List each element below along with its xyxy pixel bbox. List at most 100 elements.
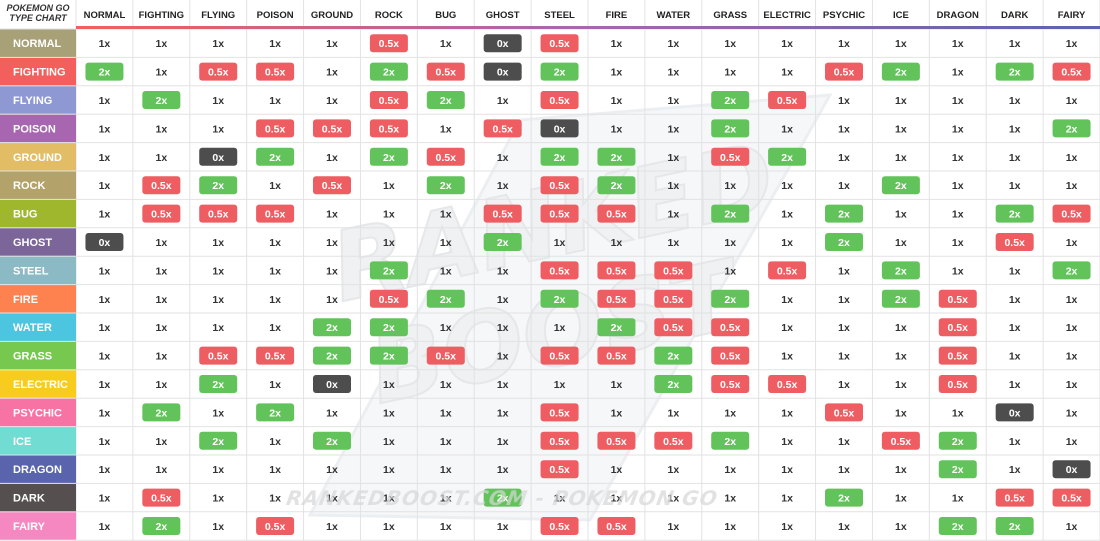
cell-badge [654, 318, 693, 337]
cell-value: 1x [155, 237, 167, 249]
column-header-ice: ICE [893, 10, 909, 21]
cell-dragon-vs-dragon: 2x [938, 460, 977, 479]
cell-value: 0.5x [720, 322, 741, 334]
cell-grass-vs-poison: 0.5x [256, 346, 295, 365]
cell-dark-vs-rock: 1x [383, 493, 395, 505]
cell-badge [256, 204, 295, 223]
cell-badge [825, 233, 863, 251]
cell-bug-vs-ground: 1x [326, 209, 338, 221]
cell-badge [256, 62, 295, 81]
cell-value: 1x [155, 294, 167, 306]
column-header-ghost: GHOST [486, 10, 520, 21]
cell-value: 1x [895, 209, 907, 221]
cell-grass-vs-water: 2x [654, 346, 693, 365]
cell-dark-vs-fighting: 0.5x [142, 488, 181, 507]
cell-bug-vs-dragon: 1x [952, 209, 964, 221]
cell-flying-vs-fire: 1x [611, 95, 623, 107]
cell-badge [540, 346, 579, 365]
cell-poison-vs-fire: 1x [611, 123, 623, 135]
cell-value: 0.5x [549, 521, 570, 533]
cell-rock-vs-bug: 2x [426, 176, 465, 195]
cell-bug-vs-rock: 1x [383, 209, 395, 221]
cell-value: 1x [895, 95, 907, 107]
cell-value: 1x [895, 152, 907, 164]
cell-water-vs-dark: 1x [1009, 322, 1021, 334]
cell-value: 1x [326, 265, 338, 277]
cell-value: 0.5x [208, 67, 229, 79]
cell-normal-vs-dragon: 1x [952, 38, 964, 50]
cell-poison-vs-fairy: 2x [1052, 119, 1091, 138]
cell-fire-vs-flying: 1x [212, 294, 224, 306]
cell-value: 2x [269, 152, 281, 164]
cell-value: 2x [895, 265, 907, 277]
cell-fighting-vs-steel: 2x [540, 62, 579, 81]
cell-steel-vs-ghost: 1x [497, 265, 509, 277]
cell-psychic-vs-psychic: 0.5x [825, 403, 863, 422]
cell-value: 2x [212, 379, 224, 391]
cell-value: 1x [1066, 407, 1078, 419]
cell-value: 1x [667, 493, 679, 505]
cell-value: 0.5x [663, 322, 684, 334]
cell-value: 1x [895, 237, 907, 249]
cell-grass-vs-normal: 1x [99, 351, 111, 363]
cell-ground-vs-normal: 1x [99, 152, 111, 164]
cell-fire-vs-fire: 0.5x [597, 289, 636, 308]
cell-value: 1x [155, 436, 167, 448]
cell-value: 1x [838, 180, 850, 192]
cell-value: 0.5x [606, 521, 627, 533]
cell-value: 0.5x [208, 351, 229, 363]
cell-value: 0.5x [436, 152, 457, 164]
cell-badge [369, 62, 408, 81]
cell-ground-vs-ghost: 1x [497, 152, 509, 164]
cell-value: 1x [269, 436, 281, 448]
cell-flying-vs-ground: 1x [326, 95, 338, 107]
cell-value: 0.5x [265, 521, 286, 533]
cell-grass-vs-electric: 1x [781, 351, 793, 363]
cell-flying-vs-steel: 0.5x [540, 91, 579, 109]
cell-value: 1x [269, 493, 281, 505]
cell-value: 1x [611, 379, 623, 391]
cell-value: 1x [611, 67, 623, 79]
cell-ice-vs-fighting: 1x [155, 436, 167, 448]
cell-rock-vs-grass: 1x [724, 180, 736, 192]
cell-value: 1x [667, 95, 679, 107]
cell-badge [142, 517, 181, 535]
cell-value: 1x [838, 294, 850, 306]
cell-value: 0.5x [265, 67, 286, 79]
cell-value: 0.5x [606, 265, 627, 277]
row-header-bg-steel [0, 256, 76, 285]
cell-dark-vs-flying: 1x [212, 493, 224, 505]
cell-psychic-vs-grass: 1x [724, 407, 736, 419]
cell-grass-vs-psychic: 1x [838, 351, 850, 363]
cell-value: 0.5x [208, 209, 229, 221]
cell-steel-vs-bug: 1x [440, 265, 452, 277]
cell-value: 1x [667, 67, 679, 79]
cell-value: 0.5x [606, 351, 627, 363]
cell-electric-vs-psychic: 1x [838, 379, 850, 391]
cell-badge [825, 62, 863, 81]
cell-value: 0.5x [379, 95, 400, 107]
row-header-bg-normal [0, 29, 76, 57]
cell-fire-vs-ground: 1x [326, 294, 338, 306]
column-header-grass: GRASS [713, 10, 747, 21]
cell-badge [881, 431, 920, 450]
cell-badge [313, 375, 351, 393]
cell-water-vs-poison: 1x [269, 322, 281, 334]
cell-dragon-vs-rock: 1x [383, 464, 395, 476]
cell-ghost-vs-grass: 1x [724, 237, 736, 249]
cell-fairy-vs-ice: 1x [895, 521, 907, 533]
cell-badge [540, 517, 579, 535]
cell-value: 1x [895, 407, 907, 419]
cell-ice-vs-fairy: 1x [1066, 436, 1078, 448]
cell-value: 0.5x [151, 209, 172, 221]
cell-value: 0.5x [606, 436, 627, 448]
cell-badge [768, 91, 807, 109]
cell-value: 1x [383, 464, 395, 476]
cell-value: 2x [724, 294, 736, 306]
cell-value: 0.5x [549, 407, 570, 419]
cell-value: 1x [952, 95, 964, 107]
cell-badge [540, 34, 579, 53]
cell-value: 1x [99, 521, 111, 533]
cell-value: 1x [611, 95, 623, 107]
cell-value: 0.5x [492, 123, 513, 135]
